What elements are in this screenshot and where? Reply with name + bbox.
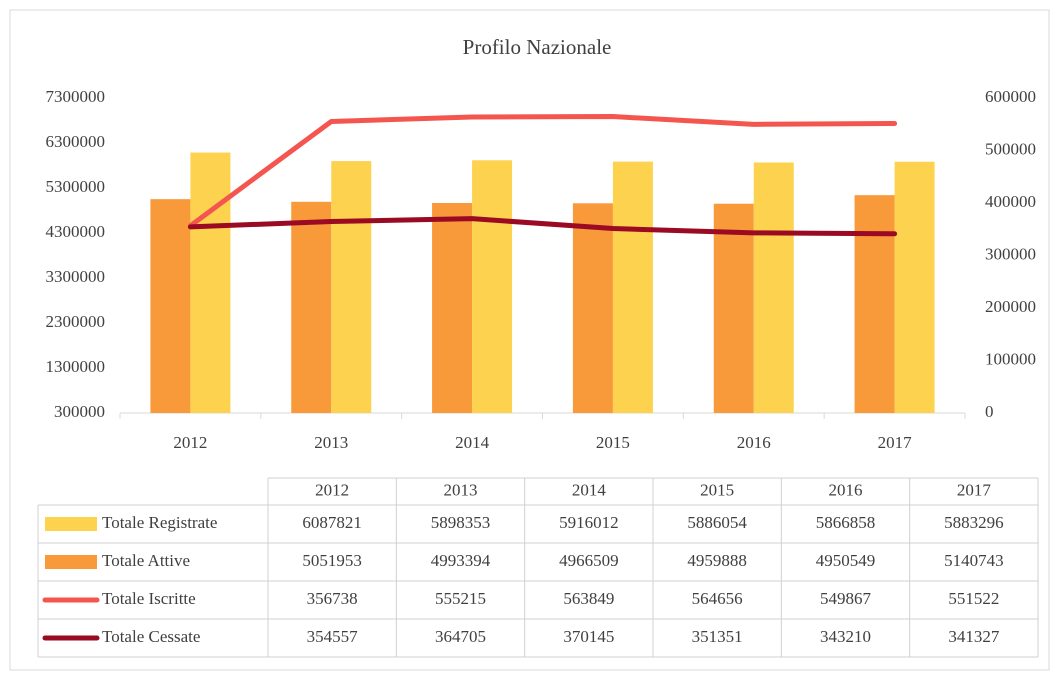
y-tick-label: 4300000 bbox=[46, 222, 106, 241]
table-header: 2016 bbox=[829, 480, 863, 499]
table-header: 2013 bbox=[444, 480, 478, 499]
table-cell: 341327 bbox=[948, 627, 1000, 646]
table-cell: 564656 bbox=[692, 589, 743, 608]
x-tick-label: 2017 bbox=[878, 433, 913, 452]
legend-label: Totale Iscritte bbox=[102, 589, 196, 608]
x-tick-label: 2015 bbox=[596, 433, 630, 452]
table-cell: 5898353 bbox=[431, 513, 491, 532]
table-cell: 5916012 bbox=[559, 513, 619, 532]
y2-tick-label: 500000 bbox=[985, 139, 1036, 158]
table-cell: 551522 bbox=[948, 589, 999, 608]
x-tick-label: 2016 bbox=[737, 433, 771, 452]
y-tick-label: 6300000 bbox=[46, 132, 106, 151]
legend-label: Totale Registrate bbox=[102, 513, 217, 532]
y-tick-label: 1300000 bbox=[46, 357, 106, 376]
table-cell: 555215 bbox=[435, 589, 486, 608]
line-series bbox=[187, 114, 898, 229]
table-cell: 5883296 bbox=[944, 513, 1004, 532]
bar bbox=[713, 203, 754, 413]
y-tick-label: 5300000 bbox=[46, 177, 106, 196]
table-cell: 5140743 bbox=[944, 551, 1004, 570]
y2-tick-label: 300000 bbox=[985, 244, 1036, 263]
table-cell: 6087821 bbox=[302, 513, 362, 532]
table-cell: 4993394 bbox=[431, 551, 491, 570]
table-cell: 356738 bbox=[307, 589, 358, 608]
table-cell: 354557 bbox=[307, 627, 359, 646]
y2-tick-label: 200000 bbox=[985, 297, 1036, 316]
table-cell: 4950549 bbox=[816, 551, 876, 570]
legend-label: Totale Cessate bbox=[102, 627, 200, 646]
table-cell: 549867 bbox=[820, 589, 872, 608]
bar bbox=[572, 203, 613, 413]
bar bbox=[150, 199, 191, 413]
bar bbox=[190, 152, 231, 414]
table-cell: 5866858 bbox=[816, 513, 876, 532]
y2-tick-label: 400000 bbox=[985, 192, 1036, 211]
line-series bbox=[187, 216, 898, 237]
chart-title: Profilo Nazionale bbox=[463, 35, 612, 59]
table-cell: 563849 bbox=[563, 589, 614, 608]
table-header: 2012 bbox=[315, 480, 349, 499]
bar bbox=[753, 162, 794, 413]
bar bbox=[854, 195, 895, 413]
table-cell: 4966509 bbox=[559, 551, 619, 570]
bar bbox=[291, 201, 332, 413]
x-tick-label: 2013 bbox=[314, 433, 348, 452]
bar bbox=[472, 160, 513, 413]
y-tick-label: 300000 bbox=[54, 402, 105, 421]
bar bbox=[432, 203, 473, 413]
x-tick-label: 2014 bbox=[455, 433, 490, 452]
bar bbox=[331, 161, 372, 413]
y2-tick-label: 0 bbox=[985, 402, 994, 421]
y-tick-label: 3300000 bbox=[46, 267, 106, 286]
legend-swatch bbox=[45, 517, 97, 531]
y-tick-label: 2300000 bbox=[46, 312, 106, 331]
table-header: 2015 bbox=[700, 480, 734, 499]
table-cell: 4959888 bbox=[687, 551, 747, 570]
table-cell: 5886054 bbox=[687, 513, 747, 532]
table-cell: 370145 bbox=[563, 627, 614, 646]
y2-tick-label: 100000 bbox=[985, 349, 1036, 368]
table-cell: 5051953 bbox=[302, 551, 362, 570]
y2-tick-label: 600000 bbox=[985, 87, 1036, 106]
legend-swatch bbox=[45, 555, 97, 569]
table-cell: 364705 bbox=[435, 627, 486, 646]
table-header: 2014 bbox=[572, 480, 607, 499]
table-header: 2017 bbox=[957, 480, 992, 499]
legend-label: Totale Attive bbox=[102, 551, 190, 570]
bar bbox=[612, 161, 653, 413]
table-cell: 343210 bbox=[820, 627, 871, 646]
table-cell: 351351 bbox=[692, 627, 743, 646]
y-tick-label: 7300000 bbox=[46, 87, 106, 106]
bar bbox=[894, 161, 935, 413]
x-tick-label: 2012 bbox=[173, 433, 207, 452]
